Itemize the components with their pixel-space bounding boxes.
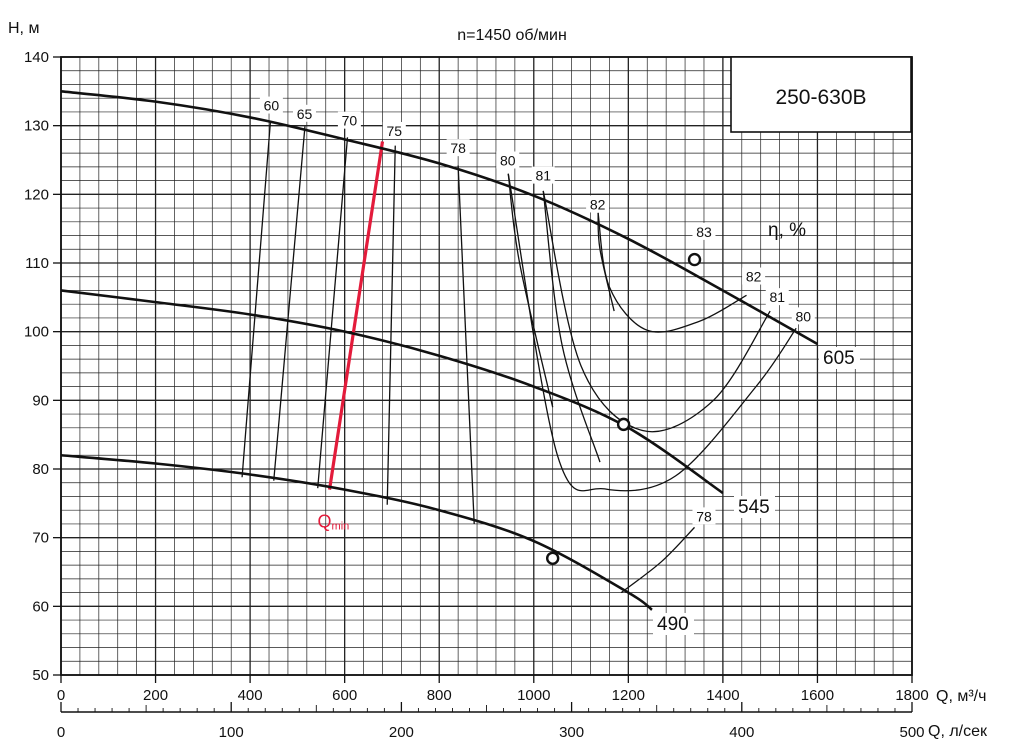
y-tick-label: 110 — [25, 255, 49, 272]
x-tick-label: 400 — [238, 687, 263, 704]
curve-end-label-490: 490 — [657, 614, 689, 635]
x-tick-label: 0 — [57, 687, 65, 704]
efficiency-label-bg — [259, 96, 283, 114]
curve-end-label-545-bg — [734, 496, 775, 518]
curve-end-label-545: 545 — [738, 497, 770, 518]
efficiency-axis-label: η, % — [768, 220, 806, 241]
efficiency-label: 78 — [450, 140, 466, 156]
x-tick-label: 1800 — [895, 687, 928, 704]
efficiency-label: 65 — [297, 106, 313, 122]
efficiency-label-78-right-bg — [692, 507, 716, 525]
x2-tick-label: 300 — [559, 724, 584, 741]
x2-tick-label: 200 — [389, 724, 414, 741]
efficiency-peak-label: 83 — [696, 224, 712, 240]
curve-end-label-490-bg — [653, 613, 694, 635]
chart-title: n=1450 об/мин — [457, 27, 567, 44]
x2-axis-title: Q, л/сек — [928, 723, 988, 740]
efficiency-loop — [542, 190, 771, 433]
efficiency-label-bg — [496, 151, 520, 169]
efficiency-line — [542, 190, 601, 463]
x2-tick-label: 0 — [57, 724, 65, 741]
efficiency-loop — [507, 173, 797, 492]
efficiency-label: 81 — [535, 168, 551, 184]
efficiency-line — [457, 165, 475, 524]
efficiency-loop-label-bg — [791, 307, 815, 325]
efficiency-label-78-right: 78 — [696, 508, 712, 524]
efficiency-line — [317, 137, 349, 489]
efficiency-line — [507, 173, 554, 408]
efficiency-loop-label: 80 — [795, 308, 811, 324]
x2-tick-label: 100 — [219, 724, 244, 741]
qmin-label-subscript: min — [332, 521, 350, 533]
y-tick-label: 70 — [32, 530, 49, 547]
model-label-box — [730, 56, 912, 133]
plot-frame — [60, 56, 913, 676]
curve-end-label-605-bg — [819, 347, 860, 369]
x-tick-label: 1000 — [517, 687, 550, 704]
x-tick-label: 600 — [332, 687, 357, 704]
x2-tick-label: 500 — [899, 724, 924, 741]
efficiency-line — [241, 121, 272, 478]
efficiency-label: 60 — [264, 98, 280, 114]
x-tick-label: 800 — [427, 687, 452, 704]
efficiency-line — [273, 126, 306, 481]
efficiency-label-bg — [446, 139, 470, 157]
efficiency-line — [597, 212, 615, 312]
efficiency-label: 80 — [500, 152, 516, 168]
best-efficiency-point — [616, 417, 631, 432]
efficiency-label: 75 — [387, 123, 403, 139]
head-curves — [60, 90, 819, 611]
efficiency-loop-label-bg — [742, 267, 766, 285]
y-tick-label: 80 — [32, 461, 49, 478]
x-axis-title: Q, м³/ч — [936, 688, 986, 705]
efficiency-label: 70 — [342, 113, 358, 129]
y-tick-label: 100 — [24, 324, 49, 341]
efficiency-loop-label: 81 — [769, 289, 785, 305]
model-label: 250-630В — [775, 86, 866, 109]
efficiency-label-bg — [292, 104, 316, 122]
y-tick-label: 90 — [32, 392, 49, 409]
best-efficiency-point — [545, 551, 560, 565]
curve-end-label-605: 605 — [823, 348, 855, 369]
y-tick-label: 50 — [32, 667, 49, 684]
efficiency-label-bg — [382, 121, 406, 139]
qmin-line — [327, 141, 385, 490]
efficiency-line — [386, 145, 396, 505]
x-tick-label: 200 — [143, 687, 168, 704]
x-tick-label: 1400 — [706, 687, 739, 704]
efficiency-loop-label-bg — [765, 288, 789, 306]
efficiency-peak-label-bg — [692, 222, 716, 240]
y-tick-label: 140 — [24, 49, 49, 66]
y-axis-title: H, м — [8, 20, 39, 37]
efficiency-label-bg — [586, 195, 610, 213]
x-tick-label: 1200 — [612, 687, 645, 704]
efficiency-label: 82 — [590, 196, 606, 212]
x-tick-label: 1600 — [801, 687, 834, 704]
head-curve-490 — [60, 453, 653, 611]
y-tick-label: 120 — [24, 186, 49, 203]
x2-tick-label: 400 — [729, 724, 754, 741]
y-tick-label: 130 — [24, 118, 49, 135]
chart-grid — [60, 56, 913, 676]
best-efficiency-point — [687, 252, 702, 267]
efficiency-loop — [597, 212, 747, 333]
efficiency-line-78-right — [620, 526, 695, 594]
y-tick-label: 60 — [32, 598, 49, 615]
efficiency-loop-label: 82 — [746, 269, 762, 285]
efficiency-label-bg — [337, 111, 361, 129]
efficiency-lines: 60 65 70 75 78 80 81 82 82 81 80 78 83 — [241, 96, 815, 594]
efficiency-label-bg — [531, 166, 555, 184]
head-curve-605 — [60, 90, 819, 346]
